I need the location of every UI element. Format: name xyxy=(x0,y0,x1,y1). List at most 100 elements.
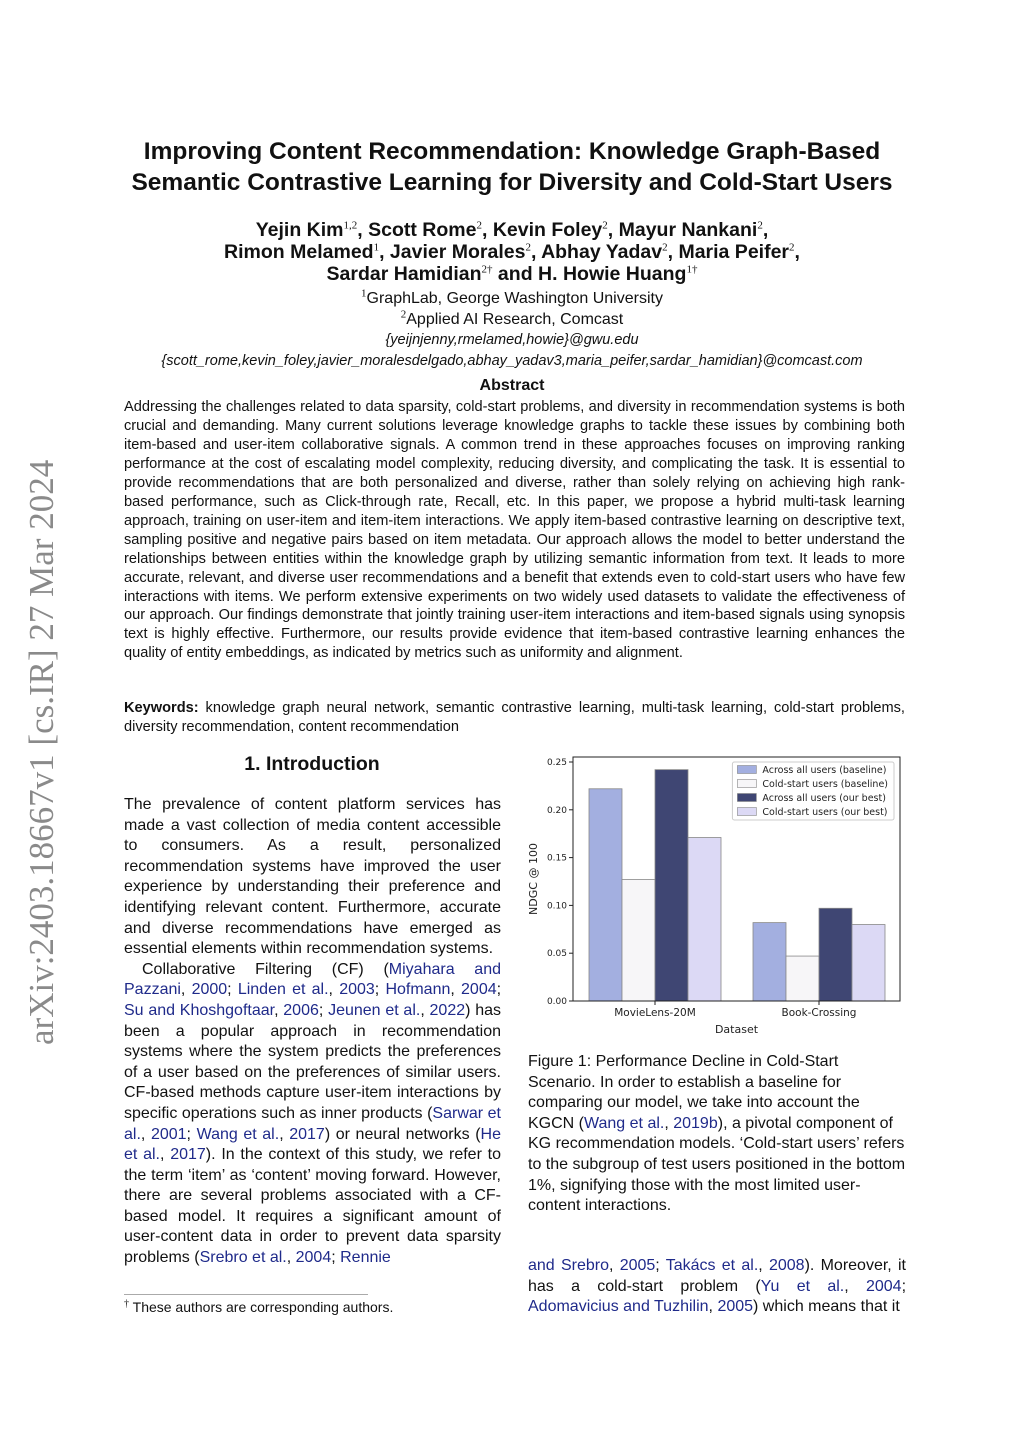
citation-link[interactable]: 2022 xyxy=(429,1001,466,1019)
text-segment: , xyxy=(160,1146,171,1164)
citation-link[interactable]: and Srebro xyxy=(528,1257,609,1274)
separator: , xyxy=(530,241,542,263)
citation-link[interactable]: 2001 xyxy=(150,1125,187,1143)
figure-caption: Figure 1: Performance Decline in Cold-St… xyxy=(528,1052,906,1217)
affiliation-mark: 1 xyxy=(373,241,380,254)
text-segment: ). In the context of this study, we refe… xyxy=(124,1146,501,1267)
affiliation: 2Applied AI Research, Comcast xyxy=(100,309,924,330)
affiliation-mark: 1† xyxy=(686,263,698,276)
citation-link[interactable]: Adomavicius and Tuzhilin xyxy=(528,1298,709,1316)
citation-link[interactable]: Srebro et al. xyxy=(199,1249,287,1267)
author-line: Rimon Melamed1, Javier Morales2, Abhay Y… xyxy=(100,241,924,263)
bar xyxy=(621,879,656,1002)
citation-link[interactable]: 2003 xyxy=(339,981,375,999)
x-axis-label: Dataset xyxy=(715,1023,759,1036)
legend-swatch xyxy=(737,765,757,774)
citation-link[interactable]: Jeunen et al. xyxy=(328,1001,421,1019)
separator: , xyxy=(481,219,493,241)
affiliation-mark: 2† xyxy=(481,263,493,276)
paragraph: The prevalence of content platform servi… xyxy=(124,795,501,960)
citation-link[interactable]: Linden et al. xyxy=(237,981,329,999)
citation-link[interactable]: Hofmann xyxy=(385,981,451,999)
affiliation-mark: 1 xyxy=(361,287,367,300)
text-segment: , xyxy=(140,1125,151,1143)
title-line: Improving Content Recommendation: Knowle… xyxy=(143,138,881,165)
footnote-mark: † xyxy=(124,1298,129,1310)
affiliation-mark: 2 xyxy=(602,219,608,232)
citation-link[interactable]: Wang et al. xyxy=(584,1114,665,1132)
citation-link[interactable]: Su and Khoshgoftaar xyxy=(124,1001,275,1019)
legend-entry: Across all users (our best) xyxy=(762,793,886,804)
citation-link[interactable]: Sarwar et al. xyxy=(124,1104,502,1143)
affiliation-mark: 1,2 xyxy=(343,219,358,232)
author-line: Yejin Kim1,2, Scott Rome2, Kevin Foley2,… xyxy=(100,219,924,241)
section-heading-introduction: 1. Introduction xyxy=(244,753,380,775)
plot-frame xyxy=(572,756,901,1002)
title-line: Semantic Contrastive Learning for Divers… xyxy=(131,169,893,196)
citation-link[interactable]: 2005 xyxy=(717,1298,754,1316)
citation-link[interactable]: 2004 xyxy=(461,981,497,999)
text-segment: , xyxy=(844,1277,866,1295)
text-segment: ), a pivotal component of KG recommendat… xyxy=(528,1114,906,1215)
author-name: Rimon Melamed xyxy=(224,241,374,263)
text-segment: ; xyxy=(331,1249,341,1267)
bar xyxy=(588,788,623,1002)
text-segment: ) or neural networks ( xyxy=(324,1125,481,1143)
text-segment: ) has been a popular approach in recomme… xyxy=(124,1001,502,1122)
citation-link[interactable]: 2004 xyxy=(865,1277,902,1295)
citation-link[interactable]: Takács et al. xyxy=(665,1257,759,1274)
citation-link[interactable]: 2004 xyxy=(295,1249,332,1267)
text-segment: , xyxy=(664,1114,674,1132)
bar xyxy=(687,837,722,1002)
text-segment: ; xyxy=(374,981,386,999)
left-column: The prevalence of content platform servi… xyxy=(124,795,501,1269)
legend-swatch xyxy=(737,793,757,802)
email-line: {yeijnjenny,rmelamed,howie}@gwu.edu xyxy=(385,332,639,348)
text-segment: ; xyxy=(227,981,238,999)
citation-link[interactable]: 2017 xyxy=(170,1146,206,1164)
y-tick-label: 0.25 xyxy=(547,758,567,768)
text-segment: Collaborative Filtering (CF) ( xyxy=(142,960,389,978)
abstract-text: Addressing the challenges related to dat… xyxy=(124,399,905,662)
footnote: † These authors are corresponding author… xyxy=(124,1298,393,1316)
citation-link[interactable]: Yu et al. xyxy=(760,1277,845,1295)
citation-link[interactable]: 2019b xyxy=(673,1114,718,1132)
x-tick-label: MovieLens-20M xyxy=(614,1007,696,1019)
affiliation-mark: 2 xyxy=(400,308,407,321)
text-segment: The prevalence of content platform servi… xyxy=(124,796,501,958)
text-segment: ). Moreover, it has a cold-start problem… xyxy=(528,1257,906,1295)
citation-link[interactable]: Wang et al. xyxy=(196,1125,280,1143)
affiliation-mark: 2 xyxy=(757,219,763,232)
legend-entry: Cold-start users (our best) xyxy=(762,807,887,818)
separator: , xyxy=(794,241,800,263)
citation-link[interactable]: Miyahara and Pazzani xyxy=(124,960,502,999)
legend-swatch xyxy=(737,779,757,788)
y-tick-label: 0.15 xyxy=(547,854,567,864)
bar xyxy=(752,922,787,1002)
author-name: Kevin Foley xyxy=(492,219,603,241)
citation-link[interactable]: 2005 xyxy=(619,1257,656,1274)
citation-link[interactable]: He et al. xyxy=(124,1125,501,1164)
citation-link[interactable]: 2000 xyxy=(191,981,228,999)
text-segment: , xyxy=(420,1001,430,1019)
text-segment: ; xyxy=(901,1277,907,1295)
email-line: {scott_rome,kevin_foley,javier_moralesde… xyxy=(161,353,863,369)
y-axis-label: NDGC @ 100 xyxy=(528,843,540,915)
citation-link[interactable]: 2017 xyxy=(289,1125,325,1143)
affiliation-text: GraphLab, George Washington University xyxy=(366,290,663,307)
paper-title: Improving Content Recommendation: Knowle… xyxy=(100,136,924,198)
affiliation-mark: 2 xyxy=(476,219,482,232)
author-name: Maria Peifer xyxy=(678,241,790,263)
right-column-paragraph: and Srebro, 2005; Takács et al., 2008). … xyxy=(528,1256,906,1318)
text-segment: ; xyxy=(318,1001,329,1019)
citation-link[interactable]: 2008 xyxy=(768,1257,805,1274)
affiliation: 1GraphLab, George Washington University xyxy=(100,288,924,309)
separator: , xyxy=(607,219,619,241)
bar xyxy=(785,955,820,1002)
citation-link[interactable]: 2006 xyxy=(283,1001,319,1019)
abstract-heading: Abstract xyxy=(479,377,545,394)
paragraph: Collaborative Filtering (CF) (Miyahara a… xyxy=(124,960,501,1269)
text-segment: , xyxy=(328,981,340,999)
citation-link[interactable]: Rennie xyxy=(340,1249,391,1267)
y-tick-label: 0.10 xyxy=(547,901,567,911)
